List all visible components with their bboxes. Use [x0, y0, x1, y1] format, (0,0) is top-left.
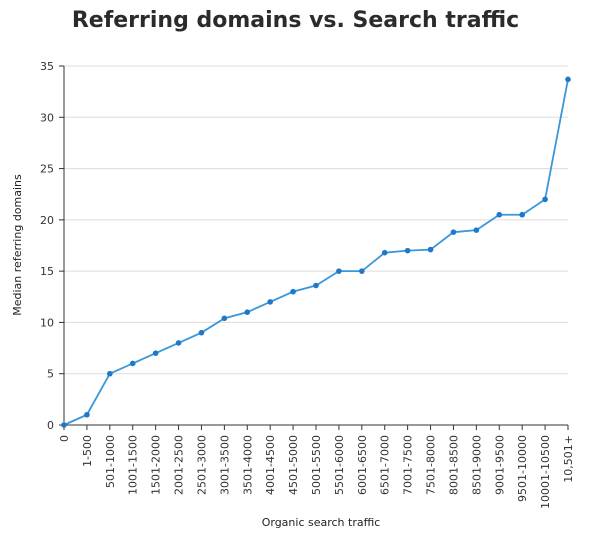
x-tick-label: 5501-6000: [333, 435, 346, 495]
x-tick-label: 8501-9000: [470, 435, 483, 495]
data-point: [267, 299, 273, 305]
x-tick-label: 4001-4500: [264, 435, 277, 495]
x-tick-label: 2501-3000: [195, 435, 208, 495]
x-tick-label: 7001-7500: [402, 435, 415, 495]
y-tick-label: 25: [40, 163, 54, 176]
data-point: [336, 268, 342, 274]
x-tick-label: 3501-4000: [241, 435, 254, 495]
x-tick-label: 9501-10000: [516, 435, 529, 502]
x-tick-label: 6001-6500: [356, 435, 369, 495]
axes: [59, 65, 569, 430]
x-tick-label: 1001-1500: [127, 435, 140, 495]
x-tick-label: 6501-7000: [379, 435, 392, 495]
data-point: [427, 246, 434, 253]
data-point: [129, 360, 136, 367]
x-tick-label: 10,501+: [562, 435, 575, 483]
y-tick-label: 15: [40, 265, 54, 278]
y-tick-label: 30: [40, 111, 54, 124]
data-point: [381, 249, 388, 256]
x-tick-label: 2001-2500: [173, 435, 186, 495]
data-point: [519, 211, 525, 218]
y-tick-label: 0: [47, 419, 54, 432]
data-point: [313, 282, 319, 289]
data-point: [244, 309, 251, 315]
x-tick-label: 501-1000: [104, 435, 117, 488]
y-tick-labels: 0 5 10 15 20 25 30 35: [40, 60, 54, 432]
y-axis-title: Median referring domains: [11, 174, 24, 316]
data-point: [198, 329, 205, 336]
x-tick-label: 5001-5500: [310, 435, 323, 495]
x-tick-label: 7501-8000: [425, 435, 438, 495]
x-tick-label: 3001-3500: [218, 435, 231, 495]
data-points: [61, 76, 571, 428]
x-tick-label: 4501-5000: [287, 435, 300, 495]
data-point: [175, 340, 182, 346]
gridlines: [64, 65, 568, 375]
x-tick-label: 10001-10500: [539, 435, 552, 509]
x-tick-label: 8001-8500: [447, 435, 460, 495]
x-tick-label: 0: [58, 435, 71, 442]
data-point: [542, 196, 548, 203]
x-axis-title: Organic search traffic: [262, 516, 381, 529]
data-point: [359, 268, 365, 274]
data-point: [404, 247, 411, 254]
data-point: [221, 315, 228, 322]
y-tick-label: 20: [40, 214, 54, 227]
x-tick-label: 1501-2000: [150, 435, 163, 495]
data-point: [290, 288, 296, 295]
data-point: [84, 411, 90, 418]
x-tick-labels: 0 1-500 501-1000 1001-1500 1501-2000 2001-250…: [58, 435, 575, 509]
data-point: [450, 229, 457, 235]
y-tick-label: 35: [40, 60, 54, 73]
y-tick-label: 10: [40, 316, 54, 329]
chart-title: Referring domains vs. Search traffic: [71, 8, 520, 33]
data-point: [107, 370, 113, 377]
x-tick-label: 1-500: [81, 435, 94, 467]
data-point: [61, 422, 67, 428]
data-point: [473, 227, 480, 233]
data-point: [496, 211, 503, 218]
x-tick-label: 9001-9500: [493, 435, 506, 495]
data-point: [565, 76, 571, 83]
series-line: [63, 79, 569, 426]
data-point: [152, 350, 159, 357]
y-tick-label: 5: [47, 368, 54, 381]
